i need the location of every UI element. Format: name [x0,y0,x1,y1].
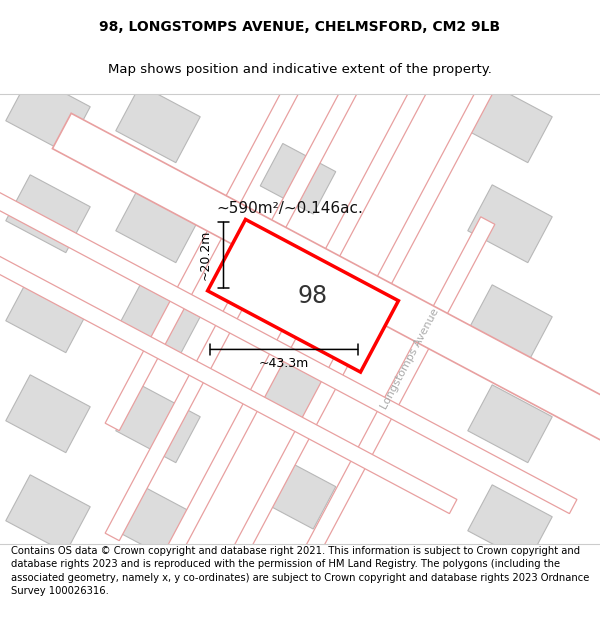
Polygon shape [468,485,552,562]
Polygon shape [105,0,495,625]
Polygon shape [6,475,90,552]
Polygon shape [6,375,90,452]
Polygon shape [468,285,552,362]
Polygon shape [208,219,398,372]
Polygon shape [116,385,200,462]
Text: ~43.3m: ~43.3m [259,357,309,370]
Polygon shape [260,144,336,214]
Text: Map shows position and indicative extent of the property.: Map shows position and indicative extent… [108,63,492,76]
Polygon shape [0,124,577,514]
Text: 98: 98 [298,284,328,308]
Polygon shape [6,175,90,253]
Polygon shape [116,485,200,562]
Polygon shape [116,185,200,262]
Polygon shape [105,0,495,541]
Polygon shape [105,217,495,625]
Text: ~590m²/~0.146ac.: ~590m²/~0.146ac. [217,201,364,216]
Text: Longstomps Avenue: Longstomps Avenue [379,307,441,411]
Polygon shape [116,285,200,362]
Polygon shape [6,275,90,352]
Polygon shape [260,354,336,424]
Polygon shape [52,113,600,524]
Polygon shape [105,0,495,431]
Polygon shape [116,85,200,162]
Polygon shape [468,185,552,262]
Text: ~20.2m: ~20.2m [199,230,212,280]
Polygon shape [468,85,552,162]
Polygon shape [6,75,90,152]
Polygon shape [260,249,336,319]
Polygon shape [468,385,552,462]
Polygon shape [260,459,336,529]
Polygon shape [105,82,495,625]
Text: 98, LONGSTOMPS AVENUE, CHELMSFORD, CM2 9LB: 98, LONGSTOMPS AVENUE, CHELMSFORD, CM2 9… [100,20,500,34]
Polygon shape [0,124,457,514]
Text: Contains OS data © Crown copyright and database right 2021. This information is : Contains OS data © Crown copyright and d… [11,546,589,596]
